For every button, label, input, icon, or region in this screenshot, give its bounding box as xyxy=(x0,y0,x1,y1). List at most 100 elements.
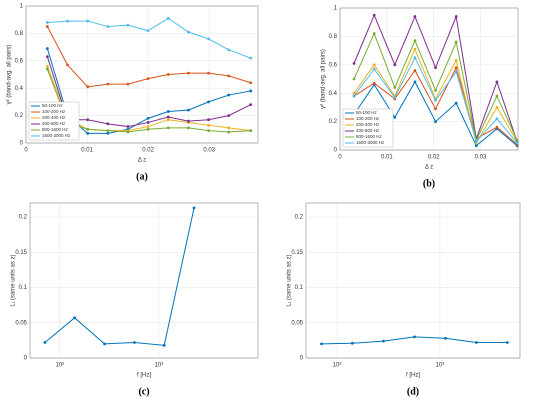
data-point xyxy=(413,15,417,18)
data-point xyxy=(45,67,49,71)
data-point xyxy=(434,66,437,70)
y-tick-label: 0 xyxy=(334,148,338,154)
x-tick-label: 0.01 xyxy=(81,148,93,154)
data-point xyxy=(249,56,253,60)
y-tick-label: 0.05 xyxy=(15,320,27,326)
data-point xyxy=(45,25,49,28)
data-point xyxy=(166,16,170,20)
x-tick-label: 0.03 xyxy=(203,148,215,154)
data-point xyxy=(495,80,499,84)
data-point xyxy=(515,141,519,145)
x-tick-label: 0 xyxy=(338,155,342,161)
data-point xyxy=(434,107,437,111)
data-point xyxy=(187,126,190,130)
data-point xyxy=(166,73,170,76)
y-tick-label: 0.05 xyxy=(291,320,303,326)
y-tick-label: 0.15 xyxy=(15,250,27,256)
data-point xyxy=(126,23,130,27)
data-point xyxy=(352,61,356,65)
data-point xyxy=(350,341,354,345)
data-point xyxy=(413,47,417,51)
data-point xyxy=(382,339,385,343)
data-point xyxy=(249,103,253,107)
data-point xyxy=(434,120,437,123)
data-point xyxy=(320,342,323,346)
y-tick-label: 0.2 xyxy=(19,215,28,221)
axes-box xyxy=(339,7,519,151)
legend-label: 200-400 Hz xyxy=(42,115,66,120)
data-point xyxy=(454,66,458,70)
data-point xyxy=(45,47,49,50)
data-point xyxy=(474,144,478,148)
data-point xyxy=(166,110,170,113)
data-point xyxy=(86,132,90,135)
data-point xyxy=(475,341,478,344)
data-point xyxy=(187,108,190,112)
x-axis-label: Δ z xyxy=(138,158,146,164)
y-tick-label: 1 xyxy=(20,4,24,10)
data-point xyxy=(126,82,130,86)
y-axis-label: Lᵣ (same units as z) xyxy=(287,254,293,306)
data-point xyxy=(207,37,210,41)
data-point xyxy=(227,114,231,117)
legend-label: 400-800 Hz xyxy=(356,128,380,133)
axes-box xyxy=(305,202,521,359)
legend-label: 400-800 Hz xyxy=(42,121,66,126)
data-point xyxy=(146,125,150,128)
data-point xyxy=(103,342,106,346)
x-tick-label: 0.02 xyxy=(428,155,440,161)
data-point xyxy=(352,94,356,98)
data-point xyxy=(393,86,397,89)
legend-label: 1600-3000 Hz xyxy=(356,140,385,145)
legend-label: 200-400 Hz xyxy=(356,122,380,127)
y-axis-label: Lᵣ (same units as z) xyxy=(11,254,17,306)
x-tick-label: 0.01 xyxy=(381,155,393,161)
data-point xyxy=(352,91,356,95)
data-point xyxy=(133,341,136,344)
y-tick-label: 0.2 xyxy=(329,119,338,125)
x-axis-label: f [Hz] xyxy=(137,373,151,379)
y-tick-label: 0.8 xyxy=(329,34,338,40)
data-point xyxy=(227,93,231,97)
legend-label: 800-1600 Hz xyxy=(356,134,383,139)
data-point xyxy=(434,88,437,92)
data-point xyxy=(207,118,210,122)
legend-label: 100-200 Hz xyxy=(42,109,66,114)
data-point xyxy=(66,19,69,23)
axes-box xyxy=(29,202,259,359)
y-tick-label: 0.4 xyxy=(15,86,24,92)
y-tick-label: 0.8 xyxy=(15,31,24,37)
data-point xyxy=(207,100,210,104)
data-point xyxy=(393,96,397,99)
data-point xyxy=(146,116,150,120)
plot-area xyxy=(306,203,520,358)
legend-label: 100-200 Hz xyxy=(356,116,380,121)
data-point xyxy=(126,125,130,128)
data-point xyxy=(413,335,416,339)
data-point xyxy=(73,316,77,320)
y-tick-label: 0 xyxy=(20,141,24,147)
y-tick-label: 0.2 xyxy=(15,113,24,119)
data-point xyxy=(106,129,110,133)
x-tick-label: 0.02 xyxy=(142,148,154,154)
data-point xyxy=(474,140,478,143)
x-tick-label: 0 xyxy=(24,148,28,154)
data-point xyxy=(192,206,196,210)
data-point xyxy=(187,30,190,34)
data-point xyxy=(515,138,519,142)
data-point xyxy=(187,119,190,123)
data-point xyxy=(106,122,110,126)
data-point xyxy=(249,129,253,133)
axes-box xyxy=(25,5,259,144)
data-point xyxy=(227,48,231,52)
data-point xyxy=(86,85,90,89)
panel-caption: (d) xyxy=(407,386,419,397)
x-axis-label: f [Hz] xyxy=(406,373,420,379)
legend-label: 800-1600 Hz xyxy=(42,127,69,132)
y-tick-label: 0.15 xyxy=(291,250,303,256)
panel-caption: (a) xyxy=(136,171,148,182)
data-point xyxy=(372,81,376,85)
series-line xyxy=(44,207,195,346)
y-tick-label: 0.4 xyxy=(329,91,338,97)
